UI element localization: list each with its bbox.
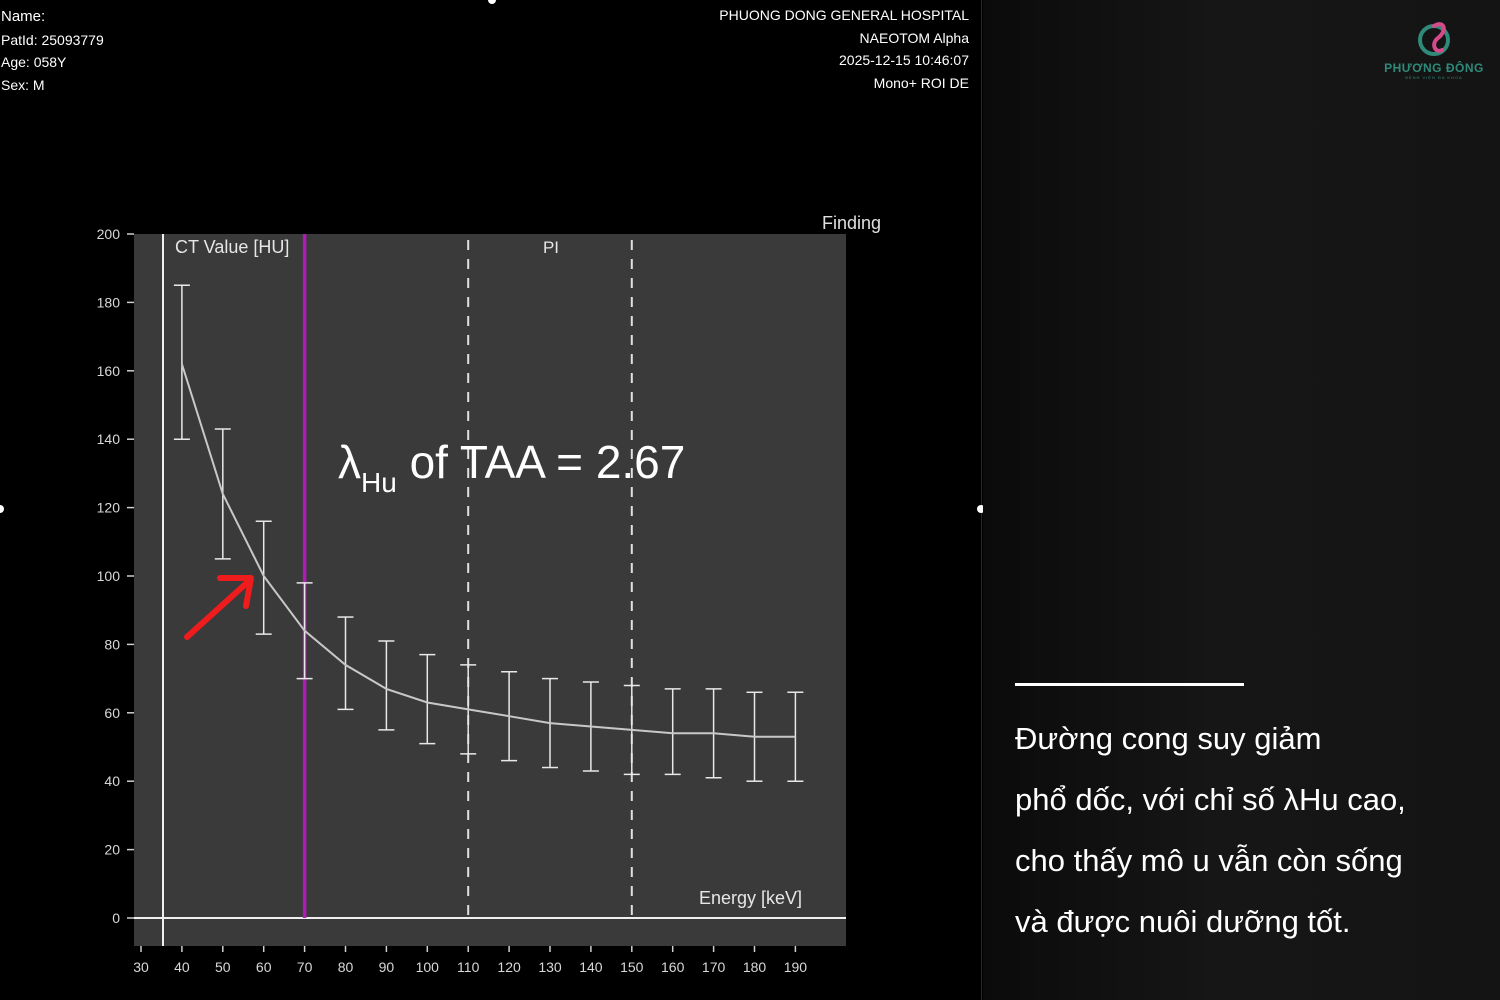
attenuation-curve <box>180 363 796 738</box>
patient-info: Name: PatId: 25093779 Age: 058Y Sex: M <box>1 6 104 96</box>
resize-handle-top[interactable] <box>488 0 496 4</box>
lambda-symbol: λ <box>338 436 361 488</box>
x-tick-label: 80 <box>338 959 354 975</box>
y-tick-label: 60 <box>104 705 120 721</box>
x-tick-label: 160 <box>661 959 685 975</box>
study-datetime: 2025-12-15 10:46:07 <box>839 52 969 68</box>
pi-region-label: PI <box>543 238 559 257</box>
hospital-logo: PHƯƠNG ĐÔNG BỆNH VIỆN ĐA KHOA <box>1384 18 1484 80</box>
x-tick-label: 110 <box>457 959 480 975</box>
caption-line: phổ dốc, với chỉ số λHu cao, <box>1015 782 1406 817</box>
x-tick-label: 50 <box>215 959 231 975</box>
lambda-annotation: λHu of TAA = 2.67 <box>338 436 685 498</box>
patient-sex: Sex: M <box>1 76 45 93</box>
y-tick-label: 20 <box>104 842 120 858</box>
resize-handle-left[interactable] <box>0 505 4 513</box>
x-axis-label: Energy [keV] <box>699 888 802 908</box>
x-tick-label: 130 <box>538 959 562 975</box>
caption-text: Đường cong suy giảm phổ dốc, với chỉ số … <box>1015 708 1406 952</box>
x-tick-label: 70 <box>297 959 313 975</box>
scanner-name: NAEOTOM Alpha <box>859 29 969 46</box>
x-tick-label: 140 <box>579 959 603 975</box>
finding-label: Finding <box>822 213 881 233</box>
x-tick-label: 90 <box>379 959 395 975</box>
x-tick-label: 190 <box>784 959 808 975</box>
x-tick-label: 60 <box>256 959 272 975</box>
y-tick-label: 40 <box>104 773 120 789</box>
y-tick-label: 160 <box>97 363 121 379</box>
x-tick-label: 170 <box>702 959 726 975</box>
caption-line: Đường cong suy giảm <box>1015 721 1322 756</box>
patient-id: PatId: 25093779 <box>1 31 104 48</box>
y-tick-label: 200 <box>97 226 121 242</box>
y-tick-label: 100 <box>97 568 121 584</box>
y-tick-label: 0 <box>112 910 120 926</box>
logo-tagline: BỆNH VIỆN ĐA KHOA <box>1405 75 1463 80</box>
lambda-value: of TAA = 2.67 <box>397 436 686 488</box>
x-tick-label: 120 <box>497 959 521 975</box>
study-info: PHUONG DONG GENERAL HOSPITAL NAEOTOM Alp… <box>719 4 969 94</box>
y-tick-label: 140 <box>97 431 121 447</box>
patient-name-label: Name: <box>1 8 46 25</box>
y-tick-label: 120 <box>97 500 121 516</box>
lambda-subscript: Hu <box>361 467 397 498</box>
logo-mark-icon <box>1418 22 1450 56</box>
resize-handle-right[interactable] <box>977 505 985 513</box>
caption-divider <box>1015 683 1244 686</box>
caption-line: và được nuôi dưỡng tốt. <box>1015 904 1351 939</box>
y-axis-label: CT Value [HU] <box>175 237 289 257</box>
y-tick-label: 80 <box>104 636 120 652</box>
patient-age: Age: 058Y <box>1 54 67 70</box>
x-tick-label: 40 <box>174 959 190 975</box>
x-tick-label: 180 <box>743 959 767 975</box>
x-tick-label: 30 <box>133 959 149 975</box>
hospital-name: PHUONG DONG GENERAL HOSPITAL <box>719 7 969 23</box>
x-tick-label: 100 <box>416 959 440 975</box>
plot-background <box>134 234 846 946</box>
reconstruction-mode: Mono+ ROI DE <box>873 74 969 91</box>
y-tick-label: 180 <box>97 294 121 310</box>
attenuation-chart: Finding CT Value [HU] Energy [keV] PI 0 2… <box>97 213 881 975</box>
caption-panel: PHƯƠNG ĐÔNG BỆNH VIỆN ĐA KHOA Đường cong… <box>983 0 1500 1000</box>
x-tick-label: 150 <box>620 959 644 975</box>
caption-line: cho thấy mô u vẫn còn sống <box>1015 843 1403 878</box>
red-arrow-icon <box>184 575 254 640</box>
logo-name: PHƯƠNG ĐÔNG <box>1384 61 1484 75</box>
image-viewer: Name: PatId: 25093779 Age: 058Y Sex: M P… <box>0 0 985 1000</box>
